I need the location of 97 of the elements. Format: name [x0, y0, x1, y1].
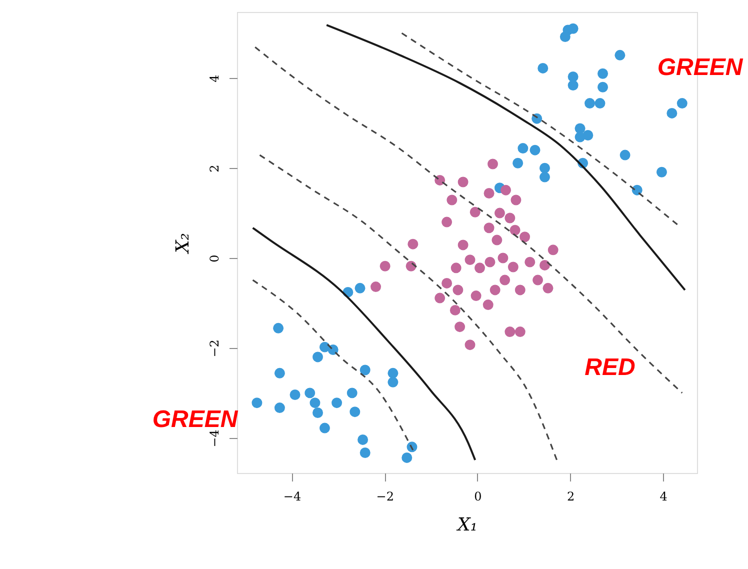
point — [442, 278, 452, 288]
point — [290, 390, 300, 400]
point — [500, 274, 510, 286]
point — [532, 113, 542, 124]
point — [512, 158, 524, 168]
point — [442, 216, 452, 228]
point — [360, 364, 370, 376]
point — [332, 398, 342, 408]
y-tick-label: 0 — [208, 254, 222, 262]
x-tick-label: −4 — [283, 490, 302, 504]
point — [498, 252, 508, 264]
point — [319, 422, 330, 434]
point — [540, 162, 550, 174]
point — [273, 322, 284, 334]
point — [304, 388, 316, 398]
point — [500, 184, 512, 196]
point — [520, 232, 530, 242]
point — [594, 98, 606, 109]
point — [474, 262, 486, 274]
y-tick-label: 4 — [208, 74, 222, 82]
point — [354, 282, 366, 294]
point — [492, 234, 502, 246]
point — [584, 98, 596, 109]
point — [484, 188, 494, 198]
point — [388, 376, 398, 388]
point — [470, 206, 480, 218]
point — [452, 284, 464, 296]
point — [490, 284, 500, 296]
point — [514, 284, 526, 296]
point — [312, 352, 324, 362]
point — [470, 290, 482, 302]
point — [508, 262, 518, 272]
point — [464, 340, 476, 350]
point — [458, 240, 468, 250]
point — [560, 32, 570, 42]
point — [252, 398, 262, 408]
point — [358, 434, 368, 445]
point — [274, 402, 285, 414]
point — [574, 132, 586, 142]
x-tick-label: 4 — [660, 490, 668, 504]
point — [542, 282, 554, 294]
point — [510, 224, 520, 236]
point — [514, 326, 526, 338]
point — [538, 62, 548, 74]
point — [482, 300, 494, 310]
line-series — [258, 154, 558, 461]
point — [458, 176, 468, 188]
point — [380, 260, 390, 272]
annotation: RED — [584, 354, 636, 381]
point — [568, 80, 578, 91]
point — [484, 222, 494, 234]
annotation: GREEN — [657, 54, 744, 81]
point — [360, 448, 370, 458]
point — [614, 50, 626, 60]
point — [518, 143, 528, 154]
point — [388, 368, 398, 378]
point — [540, 260, 550, 270]
point — [548, 244, 558, 256]
point — [310, 398, 320, 408]
point — [450, 304, 460, 316]
point — [510, 194, 522, 206]
point — [488, 158, 498, 170]
x-tick-label: 2 — [566, 490, 575, 504]
point — [598, 68, 608, 79]
y-tick-label: −2 — [208, 340, 222, 358]
point — [656, 166, 667, 178]
point — [346, 388, 358, 398]
point — [274, 368, 285, 378]
point — [504, 212, 516, 224]
point — [494, 208, 505, 218]
x-axis-title: X₁ — [455, 514, 478, 536]
point — [408, 238, 418, 250]
y-tick-label: 2 — [208, 164, 222, 172]
point — [350, 406, 360, 418]
point — [446, 194, 458, 206]
point — [484, 256, 496, 268]
point — [676, 98, 688, 109]
point — [620, 150, 630, 160]
x-tick-label: 0 — [474, 490, 482, 504]
point — [464, 254, 476, 266]
point — [568, 23, 578, 34]
x-tick-label: −2 — [376, 490, 394, 504]
point — [454, 322, 466, 332]
point — [598, 82, 608, 92]
point — [530, 144, 540, 156]
y-axis-title: X₂ — [172, 232, 194, 256]
point — [370, 282, 382, 292]
point — [434, 292, 446, 304]
point — [666, 108, 678, 118]
point — [504, 326, 516, 338]
point — [532, 274, 544, 286]
point — [312, 408, 324, 418]
point — [402, 452, 412, 463]
point — [524, 256, 536, 268]
point — [540, 172, 550, 182]
point — [450, 262, 462, 274]
line-series — [252, 226, 476, 461]
